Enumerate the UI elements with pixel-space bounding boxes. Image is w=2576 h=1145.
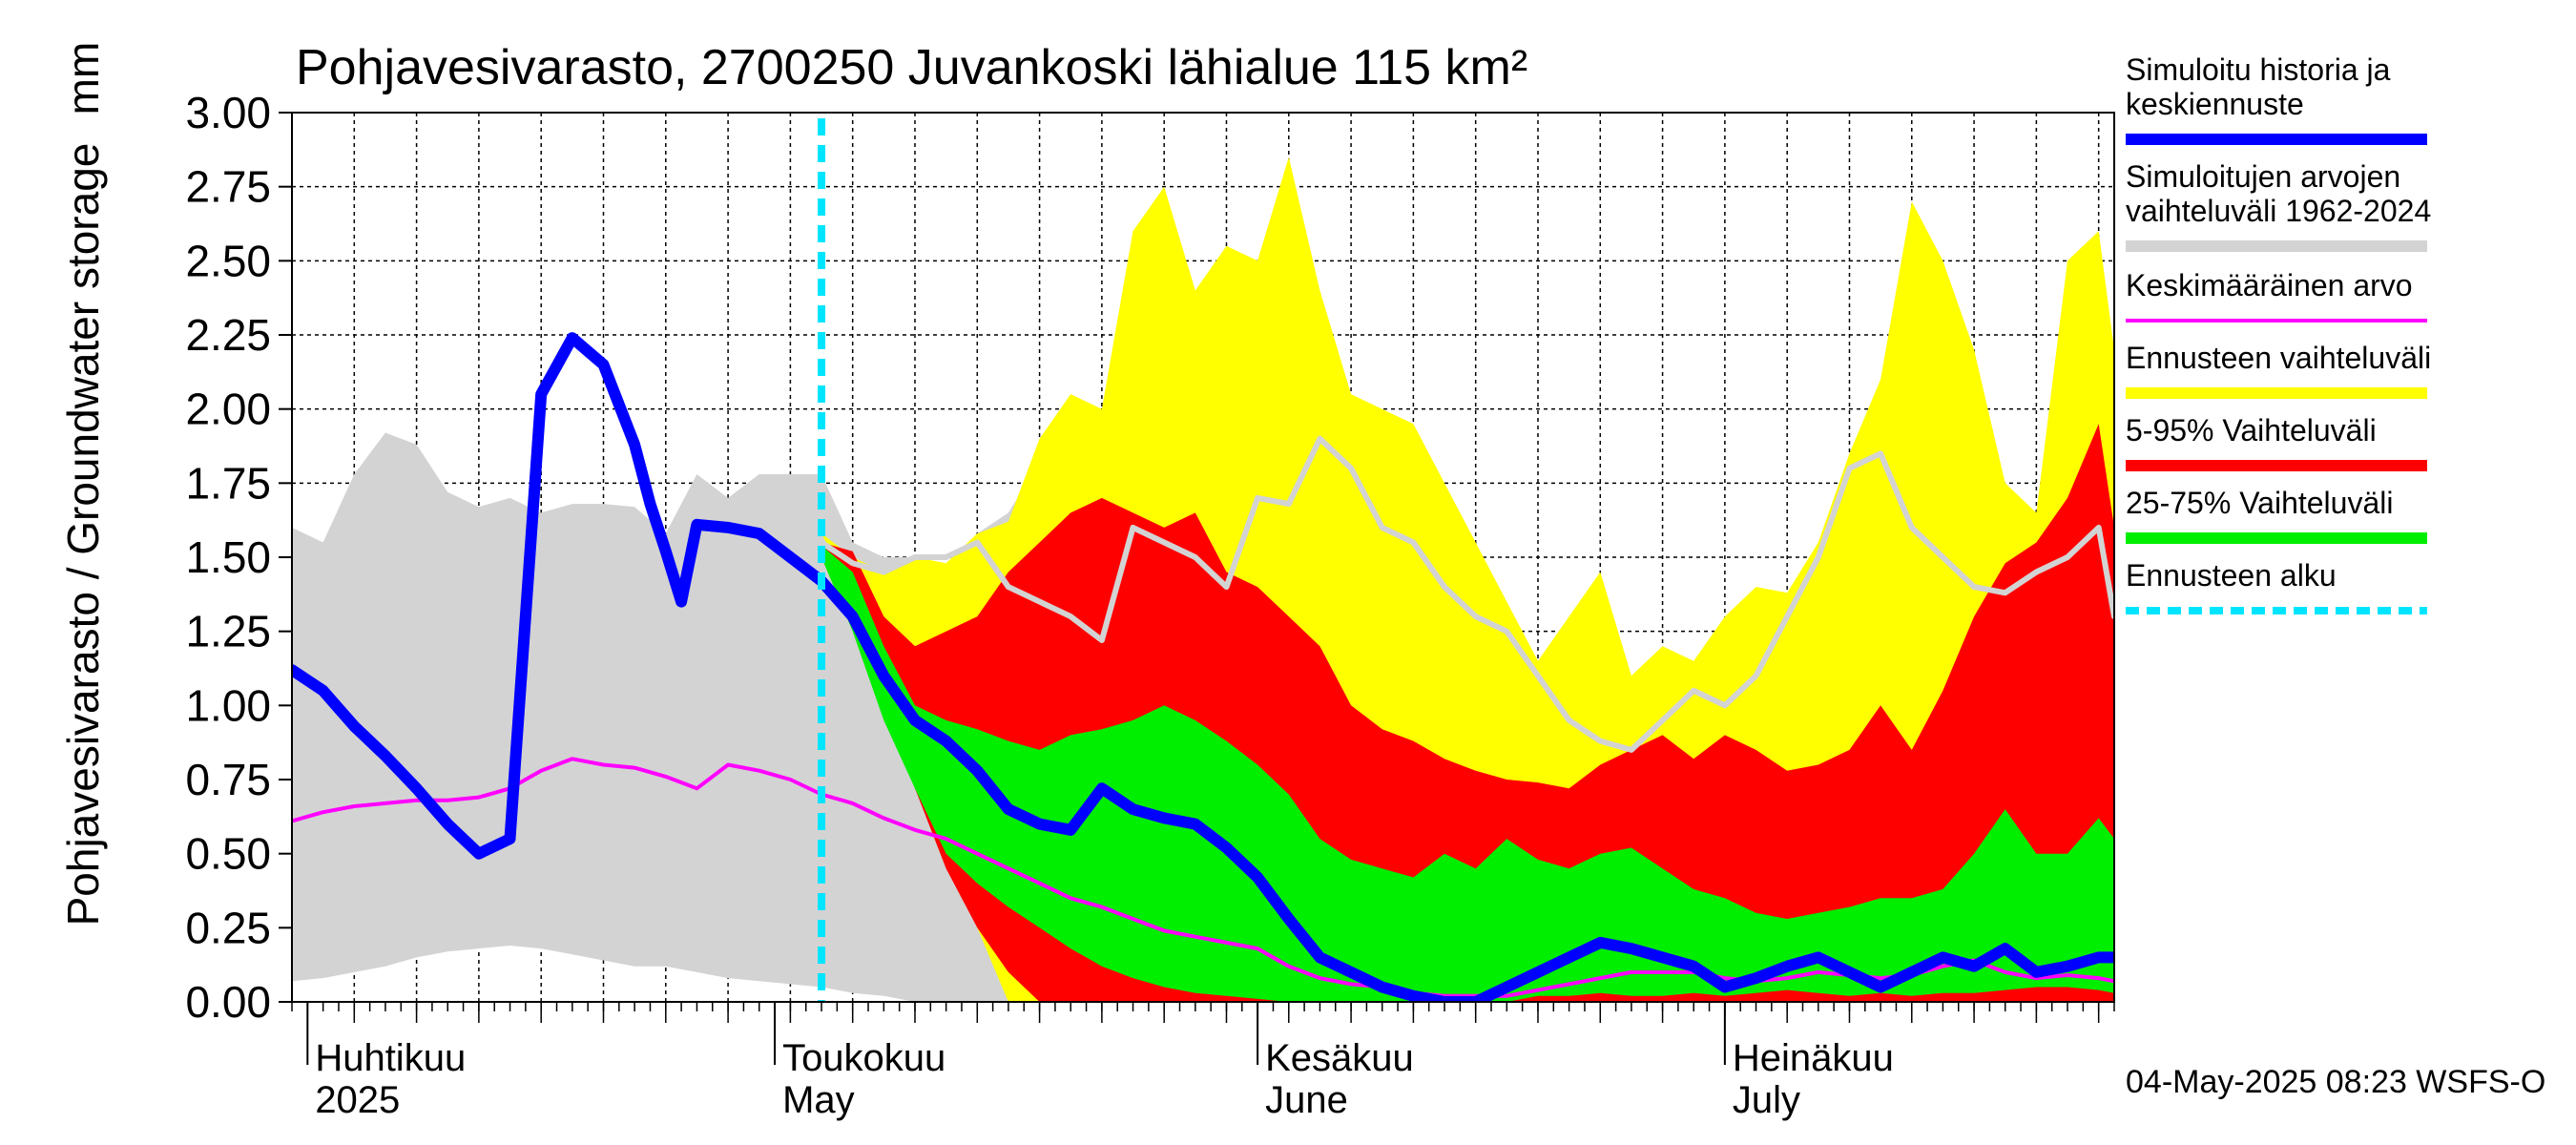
y-tick-label: 2.50 bbox=[185, 236, 271, 285]
axes: 0.00 0.25 0.50 0.75 1.00 1.25 1.50 1.75 2.00 2.25… bbox=[185, 88, 2115, 1121]
month-label-fi: Heinäkuu bbox=[1733, 1037, 1894, 1079]
y-tick-label: 2.75 bbox=[185, 162, 271, 212]
y-tick-label: 2.25 bbox=[185, 310, 271, 360]
y-tick-label: 0.00 bbox=[185, 977, 271, 1027]
series-line bbox=[819, 435, 2114, 753]
y-tick-label: 3.00 bbox=[185, 88, 271, 137]
month-label-fi: Kesäkuu bbox=[1265, 1037, 1414, 1079]
y-tick-label: 2.00 bbox=[185, 385, 271, 434]
legend: Simuloitu historia ja keskiennuste Simuloi… bbox=[2126, 52, 2431, 614]
month-label-en: June bbox=[1265, 1079, 1348, 1121]
y-tick-label: 1.00 bbox=[185, 680, 271, 730]
y-tick-label: 0.25 bbox=[185, 903, 271, 952]
y-axis-label: Pohjavesivarasto / Groundwater storage bbox=[58, 143, 108, 926]
month-label-fi: Toukokuu bbox=[782, 1037, 945, 1079]
legend-label: Simuloitujen arvojen vaihteluväli 1962-20… bbox=[2126, 159, 2431, 228]
legend-label: Ennusteen alku bbox=[2126, 558, 2337, 593]
y-tick-label: 0.50 bbox=[185, 829, 271, 879]
series-line bbox=[292, 332, 2114, 1002]
series-line bbox=[292, 757, 2114, 998]
legend-label: Keskimääräinen arvo bbox=[2126, 268, 2413, 302]
y-tick-label: 0.75 bbox=[185, 755, 271, 804]
legend-label: Simuloitu historia ja keskiennuste bbox=[2126, 52, 2391, 121]
y-tick-label: 1.25 bbox=[185, 607, 271, 656]
lines bbox=[292, 332, 2114, 1002]
month-label-en: 2025 bbox=[315, 1079, 400, 1121]
month-label-fi: Huhtikuu bbox=[315, 1037, 466, 1079]
legend-label: Ennusteen vaihteluväli bbox=[2126, 341, 2431, 375]
y-tick-label: 1.75 bbox=[185, 458, 271, 508]
legend-label: 5-95% Vaihteluväli bbox=[2126, 413, 2377, 448]
legend-label: 25-75% Vaihteluväli bbox=[2126, 486, 2393, 520]
month-label-en: May bbox=[782, 1079, 855, 1121]
y-axis-unit: mm bbox=[58, 42, 108, 115]
footer-timestamp: 04-May-2025 08:23 WSFS-O bbox=[2126, 1064, 2545, 1100]
chart-title: Pohjavesivarasto, 2700250 Juvankoski läh… bbox=[296, 40, 1527, 95]
band-area bbox=[821, 545, 2114, 1002]
month-label-en: July bbox=[1733, 1079, 1800, 1121]
y-tick-label: 1.50 bbox=[185, 532, 271, 582]
